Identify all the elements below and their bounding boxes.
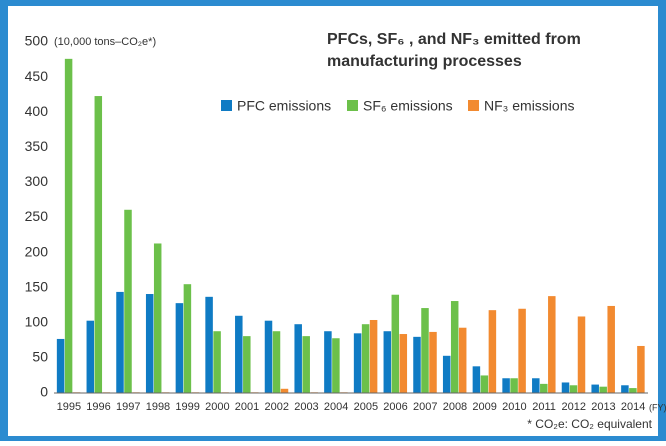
y-tick-label: 350 — [25, 138, 49, 154]
bar — [458, 327, 467, 393]
bar — [480, 375, 489, 393]
x-tick-label: 2005 — [354, 401, 378, 413]
x-tick-label: 1998 — [146, 401, 170, 413]
x-tick-label: 2002 — [265, 401, 289, 413]
y-tick-label: 0 — [40, 384, 48, 400]
y-tick-label: 200 — [25, 243, 49, 259]
x-tick-label: 2014 — [621, 401, 645, 413]
bar — [153, 243, 162, 393]
bar — [391, 294, 400, 393]
y-tick-label: 250 — [25, 208, 49, 224]
bar — [332, 338, 340, 393]
bar — [145, 294, 154, 393]
x-tick-label: 2001 — [235, 401, 259, 413]
x-tick-label: 1995 — [57, 401, 81, 413]
x-tick-label: 2011 — [532, 401, 556, 413]
bar — [569, 385, 578, 393]
x-tick-label: 1996 — [86, 401, 110, 413]
legend-label: NF₃ emissions — [484, 98, 575, 114]
x-unit: (FY) — [649, 402, 666, 412]
x-tick-label: 1997 — [116, 401, 140, 413]
y-tick-label: 150 — [25, 278, 49, 294]
bar — [213, 331, 221, 393]
y-tick-label: 100 — [25, 314, 49, 330]
x-tick-label: 2007 — [413, 401, 437, 413]
bar — [629, 388, 637, 393]
y-tick-label: 400 — [25, 103, 49, 119]
bar — [429, 331, 437, 393]
bar — [175, 303, 184, 393]
bar — [399, 334, 408, 393]
bar — [272, 331, 281, 393]
bar — [599, 386, 607, 393]
chart-title: manufacturing processes — [327, 53, 522, 70]
bar — [621, 385, 629, 393]
x-tick-label: 2009 — [472, 401, 496, 413]
bar — [353, 333, 362, 393]
bar — [532, 378, 540, 393]
bar — [56, 338, 65, 393]
bar — [124, 209, 132, 393]
x-tick-label: 2000 — [205, 401, 229, 413]
footnote: * CO₂e: CO₂ equivalent — [527, 417, 652, 431]
bar — [302, 336, 310, 393]
bar — [369, 319, 378, 393]
bar — [235, 315, 243, 393]
bar — [548, 296, 556, 393]
bar — [561, 382, 570, 393]
bar — [637, 345, 645, 393]
y-tick-label: 50 — [32, 349, 48, 365]
x-tick-label: 2012 — [562, 401, 586, 413]
bar — [243, 336, 251, 393]
legend-swatch — [347, 100, 358, 111]
legend-label: PFC emissions — [237, 98, 331, 114]
legend-label: SF₆ emissions — [363, 98, 453, 114]
x-tick-label: 2004 — [324, 401, 348, 413]
bar — [472, 366, 481, 393]
bar — [116, 291, 124, 393]
bar — [442, 355, 451, 393]
bar — [383, 331, 392, 393]
x-tick-label: 2006 — [383, 401, 407, 413]
bar — [502, 378, 510, 393]
bar — [86, 320, 95, 393]
bar — [64, 58, 73, 394]
bar — [264, 320, 273, 393]
legend-swatch — [221, 100, 232, 111]
x-tick-label: 2013 — [591, 401, 615, 413]
bar — [183, 284, 192, 393]
bar — [510, 378, 518, 393]
bar — [577, 316, 586, 393]
bar — [280, 388, 289, 393]
bar — [607, 305, 615, 393]
y-unit: (10,000 tons–CO₂e*) — [54, 36, 156, 48]
bar — [591, 384, 599, 393]
y-tick-label: 300 — [25, 173, 49, 189]
chart-title: PFCs, SF₆ , and NF₃ emitted from — [327, 31, 581, 48]
bar — [324, 331, 332, 393]
bar — [205, 296, 213, 393]
x-tick-label: 2010 — [502, 401, 526, 413]
bar — [94, 96, 103, 393]
bar — [518, 308, 526, 393]
x-tick-label: 1999 — [175, 401, 199, 413]
x-tick-label: 2003 — [294, 401, 318, 413]
y-tick-label: 500 — [25, 33, 49, 49]
bar — [488, 310, 497, 393]
bar — [421, 308, 429, 393]
y-tick-label: 450 — [25, 68, 49, 84]
bar — [361, 324, 370, 393]
bar — [450, 301, 459, 393]
bar — [413, 336, 421, 393]
x-tick-label: 2008 — [443, 401, 467, 413]
bar — [294, 324, 302, 393]
legend-swatch — [468, 100, 479, 111]
bar — [540, 383, 548, 393]
